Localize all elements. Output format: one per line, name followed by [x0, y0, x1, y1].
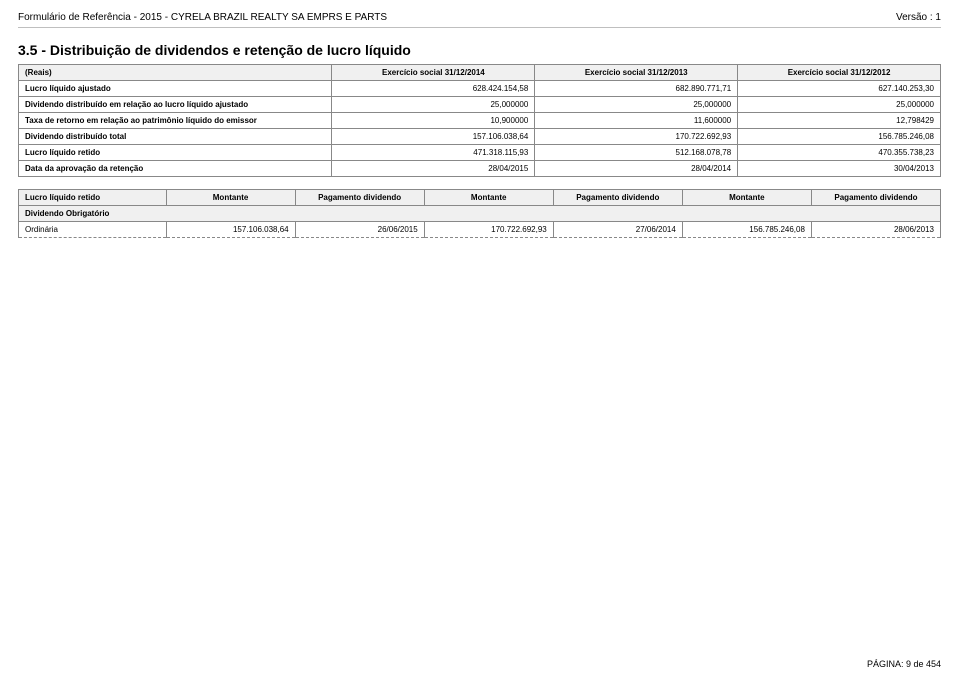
cell: 170.722.692,93	[535, 129, 738, 145]
table-row: Data da aprovação da retenção 28/04/2015…	[19, 161, 941, 177]
table-row: Lucro líquido ajustado 628.424.154,58 68…	[19, 81, 941, 97]
main-table: (Reais) Exercício social 31/12/2014 Exer…	[18, 64, 941, 177]
cell: 157.106.038,64	[166, 222, 295, 238]
row-label: Dividendo distribuído total	[19, 129, 332, 145]
page-footer: PÁGINA: 9 de 454	[867, 659, 941, 669]
sec-col: Pagamento dividendo	[811, 190, 940, 206]
cell: 170.722.692,93	[424, 222, 553, 238]
cell: 12,798429	[738, 113, 941, 129]
cell: 157.106.038,64	[332, 129, 535, 145]
cell: 25,000000	[332, 97, 535, 113]
row-label: Lucro líquido ajustado	[19, 81, 332, 97]
page-header: Formulário de Referência - 2015 - CYRELA…	[18, 12, 941, 23]
cell: 28/06/2013	[811, 222, 940, 238]
header-rule	[18, 27, 941, 28]
sec-data-label: Ordinária	[19, 222, 167, 238]
table-row: Dividendo distribuído em relação ao lucr…	[19, 97, 941, 113]
sec-subhead: Dividendo Obrigatório	[19, 206, 941, 222]
period-col: Exercício social 31/12/2014	[332, 65, 535, 81]
cell: 28/04/2014	[535, 161, 738, 177]
sec-col: Montante	[166, 190, 295, 206]
cell: 512.168.078,78	[535, 145, 738, 161]
table-row: Dividendo distribuído total 157.106.038,…	[19, 129, 941, 145]
row-label: Dividendo distribuído em relação ao lucr…	[19, 97, 332, 113]
period-col: Exercício social 31/12/2012	[738, 65, 941, 81]
row-label: Data da aprovação da retenção	[19, 161, 332, 177]
main-table-corner: (Reais)	[19, 65, 332, 81]
sec-col: Pagamento dividendo	[553, 190, 682, 206]
secondary-table: Lucro líquido retido Montante Pagamento …	[18, 189, 941, 238]
table-row: Lucro líquido retido 471.318.115,93 512.…	[19, 145, 941, 161]
cell: 682.890.771,71	[535, 81, 738, 97]
cell: 156.785.246,08	[738, 129, 941, 145]
cell: 27/06/2014	[553, 222, 682, 238]
sec-table-data-row: Ordinária 157.106.038,64 26/06/2015 170.…	[19, 222, 941, 238]
sec-col: Montante	[424, 190, 553, 206]
header-left: Formulário de Referência - 2015 - CYRELA…	[18, 12, 387, 23]
sec-col: Montante	[682, 190, 811, 206]
cell: 10,900000	[332, 113, 535, 129]
cell: 470.355.738,23	[738, 145, 941, 161]
sec-col: Pagamento dividendo	[295, 190, 424, 206]
cell: 156.785.246,08	[682, 222, 811, 238]
sec-table-header-row: Lucro líquido retido Montante Pagamento …	[19, 190, 941, 206]
sec-row-label: Lucro líquido retido	[19, 190, 167, 206]
cell: 11,600000	[535, 113, 738, 129]
cell: 627.140.253,30	[738, 81, 941, 97]
period-col: Exercício social 31/12/2013	[535, 65, 738, 81]
cell: 28/04/2015	[332, 161, 535, 177]
cell: 628.424.154,58	[332, 81, 535, 97]
main-table-header-row: (Reais) Exercício social 31/12/2014 Exer…	[19, 65, 941, 81]
cell: 25,000000	[535, 97, 738, 113]
header-right: Versão : 1	[896, 12, 941, 23]
cell: 26/06/2015	[295, 222, 424, 238]
row-label: Taxa de retorno em relação ao patrimônio…	[19, 113, 332, 129]
table-row: Taxa de retorno em relação ao patrimônio…	[19, 113, 941, 129]
cell: 30/04/2013	[738, 161, 941, 177]
section-title: 3.5 - Distribuição de dividendos e reten…	[18, 42, 941, 58]
row-label: Lucro líquido retido	[19, 145, 332, 161]
cell: 471.318.115,93	[332, 145, 535, 161]
cell: 25,000000	[738, 97, 941, 113]
sec-table-subhead-row: Dividendo Obrigatório	[19, 206, 941, 222]
